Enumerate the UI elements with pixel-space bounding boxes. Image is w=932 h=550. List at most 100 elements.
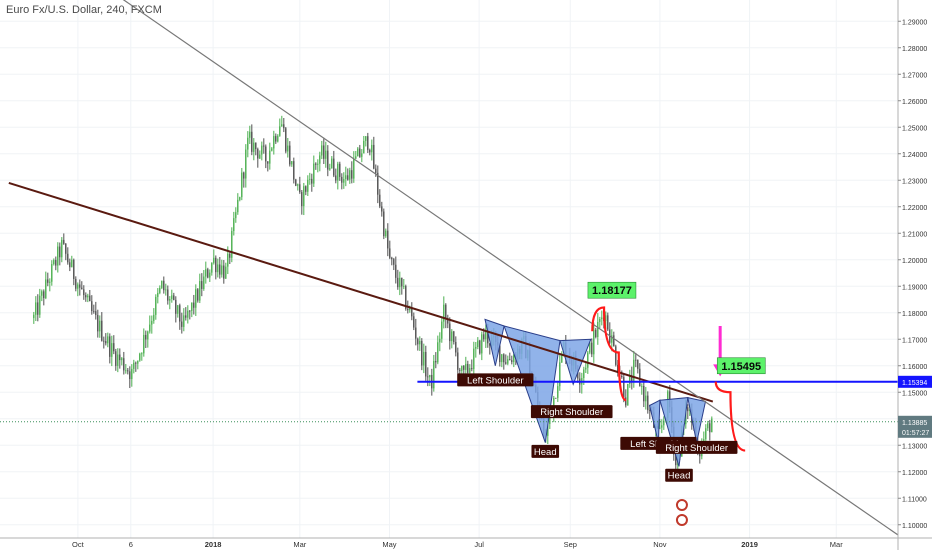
candle-body [379,194,381,207]
candle-body [399,277,401,288]
x-tick-label: Jul [474,540,484,549]
candle-body [193,302,195,308]
candle-body [483,334,485,340]
candle-body [427,376,429,378]
candle-body [87,295,89,298]
price-callout-box [716,357,766,375]
candle-body [119,354,121,361]
candle-body [107,336,109,344]
candle-body [345,175,347,180]
candle-body [411,307,413,317]
candle-body [167,289,169,301]
candle-body [271,148,273,151]
candle-body [481,334,483,354]
y-tick-label: 1.29000 [902,19,927,26]
y-tick-label: 1.20000 [902,258,927,265]
projection-curve [591,306,627,402]
candle-body [409,307,411,311]
annotation-text: Right Shoulder [540,407,603,418]
candle-body [637,359,639,369]
x-tick-label: Mar [830,540,843,549]
candle-body [173,295,175,300]
candle-body [223,265,225,279]
candle-body [461,365,463,371]
candle-body [453,331,455,342]
annotation-text: Right Shoulder [665,443,728,454]
candle-body [53,260,55,265]
candle-body [309,178,311,180]
candle-body [245,149,247,179]
candle-body [153,314,155,321]
price-callout-text: 1.18177 [592,285,632,297]
candle-body [101,320,103,341]
candle-body [325,150,327,159]
candle-body [555,397,557,399]
candle-body [275,136,277,142]
candle-body [105,341,107,344]
candle-body [487,329,489,344]
annotation-box [665,468,693,482]
candle-body [417,338,419,345]
candle-body [509,359,511,361]
candle-body [219,264,221,275]
y-tick-label: 1.17000 [902,337,927,344]
candle-body [121,358,123,361]
candle-body [599,319,601,322]
candle-body [475,346,477,349]
candle-body [471,368,473,370]
candle-body [209,272,211,278]
candle-body [455,341,457,353]
candle-body [373,144,375,169]
candle-body [143,334,145,354]
candle-body [607,315,609,330]
candle-body [499,345,501,363]
candle-body [103,340,105,342]
trendline-brown [8,181,714,403]
pattern-triangle [687,396,707,443]
trendline-gray [122,0,903,539]
candle-body [389,248,391,258]
candle-body [589,342,591,353]
x-tick-label: Nov [653,540,667,549]
y-tick-label: 1.25000 [902,125,927,132]
candle-body [397,277,399,288]
candle-body [123,358,125,371]
projection-overlays: 1.18177 1.15495 [587,281,766,526]
candle-body [371,144,373,153]
candle-body [365,136,367,141]
candle-body [629,375,631,384]
candle-body [403,286,405,287]
candle-body [191,302,193,312]
candle-body [643,385,645,402]
candle-body [151,320,153,325]
candle-body [405,286,407,309]
candle-body [377,172,379,195]
candle-body [445,304,447,320]
candle-body [129,371,131,380]
candle-body [279,126,281,136]
candle-body [281,124,283,127]
time-axis[interactable]: Oct 6 2018 Mar May Jul Sep Nov 2019 Mar [0,537,932,549]
candle-body [323,145,325,159]
candle-body [343,179,345,183]
price-axis[interactable]: 1.100001.110001.120001.130001.140001.150… [897,0,932,550]
candle-body [631,375,633,383]
candle-body [557,386,559,398]
y-tick-label: 1.21000 [902,231,927,238]
candle-body [349,170,351,180]
price-callout-text: 1.15495 [721,361,761,373]
candle-body [641,385,643,387]
candle-body [595,329,597,338]
candle-body [319,155,321,164]
candle-body [127,370,129,372]
candle-body [549,416,551,425]
candle-body [297,184,299,186]
annotation-box [531,444,560,458]
candle-body [635,359,637,361]
candle-body [359,148,361,157]
candle-body [331,158,333,169]
candle-body [419,340,421,345]
candle-body [207,269,209,278]
candle-body [251,131,253,152]
